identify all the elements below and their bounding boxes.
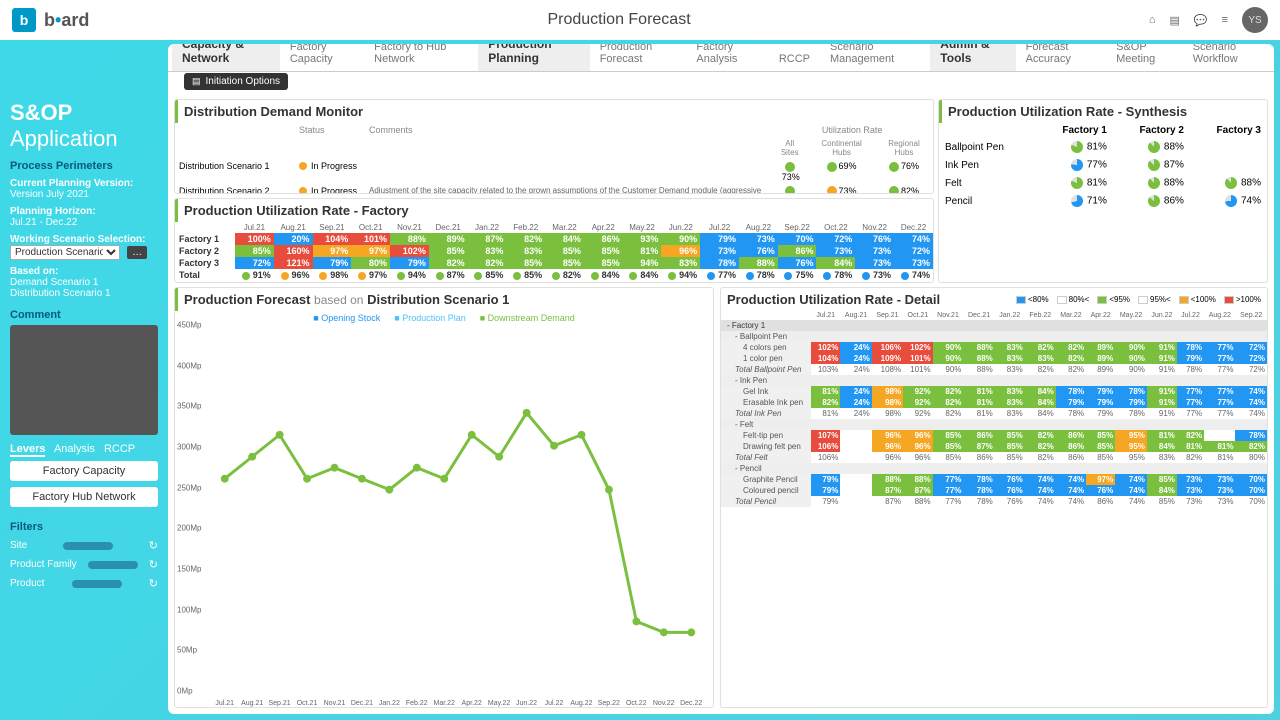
filter-product-slider[interactable] [72,580,122,588]
tab-group-admin[interactable]: Admin & Tools [930,44,1015,71]
fc-title-sub: based on [314,293,363,307]
fut-table: Jul.21Aug.21Sep.21Oct.21Nov.21Dec.21Jan.… [175,222,933,281]
app-title-bold: S&OP [10,100,72,125]
main-panel: Capacity & Network Factory Capacity Fact… [168,44,1274,714]
ddm-title: Distribution Demand Monitor [175,100,933,123]
perimeters-heading: Process Perimeters [10,160,158,172]
syn-table: Factory 1Factory 2Factory 3Ballpoint Pen… [939,123,1267,210]
chat-icon[interactable]: 💬 [1194,14,1208,27]
version-value: Version July 2021 [10,189,158,200]
det-table: Jul.21Aug.21Sep.21Oct.21Nov.21Dec.21Jan.… [721,311,1267,507]
tab-factory-analysis[interactable]: Factory Analysis [686,44,768,71]
sidebar: S&OP Application Process Perimeters Curr… [0,40,168,720]
basedon-label: Based on: [10,266,158,277]
filter-product-label: Product [10,578,44,589]
filter-product-refresh-icon[interactable]: ↻ [149,577,158,590]
filter-site: Site ↻ [10,539,158,552]
factory-utilization-panel: Production Utilization Rate - Factory Ju… [174,198,934,283]
basedon-2: Distribution Scenario 1 [10,288,158,299]
filter-site-slider[interactable] [63,542,113,550]
tab-scenario-mgmt[interactable]: Scenario Management [820,44,926,71]
factory-hub-network-button[interactable]: Factory Hub Network [10,487,158,507]
comment-heading: Comment [10,309,158,321]
lever-tab-levers[interactable]: Levers [10,443,45,457]
scenario-more-button[interactable]: … [127,246,147,259]
filter-family-slider[interactable] [88,561,138,569]
brand-square-icon: b [12,8,36,32]
tab-forecast-accuracy[interactable]: Forecast Accuracy [1016,44,1107,71]
tab-group-planning[interactable]: Production Planning [478,44,589,71]
distribution-demand-monitor-panel: Distribution Demand Monitor StatusCommen… [174,99,934,194]
brand-logo: b•ard [44,10,89,31]
top-bar: b b•ard Production Forecast ⌂ ▤ 💬 ≡ YS [0,0,1280,40]
horizon-value: Jul.21 - Dec.22 [10,217,158,228]
synthesis-panel: Production Utilization Rate - Synthesis … [938,99,1268,283]
tab-rccp[interactable]: RCCP [769,47,820,71]
tab-factory-capacity[interactable]: Factory Capacity [280,44,364,71]
fc-title: Production Forecast based on Distributio… [175,288,713,311]
tab-production-forecast[interactable]: Production Forecast [590,44,687,71]
scenario-label: Working Scenario Selection: [10,234,158,245]
ddm-table: StatusCommentsUtilization RateAll SitesC… [175,123,933,193]
user-avatar[interactable]: YS [1242,7,1268,33]
horizon-label: Planning Horizon: [10,206,158,217]
tab-scenario-workflow[interactable]: Scenario Workflow [1183,44,1274,71]
filter-site-label: Site [10,540,27,551]
production-forecast-panel: Production Forecast based on Distributio… [174,287,714,708]
fc-title-scenario: Distribution Scenario 1 [367,292,509,307]
tab-factory-hub[interactable]: Factory to Hub Network [364,44,474,71]
scenario-select-row: Production Scenario 1 … [10,245,158,260]
comment-box[interactable] [10,325,158,435]
scenario-select[interactable]: Production Scenario 1 [10,245,120,260]
det-legend: <80%80%<<95%95%<<100%>100% [1010,293,1267,306]
app-title-light: Application [10,126,118,151]
lever-tab-rccp[interactable]: RCCP [104,443,135,455]
data-icon[interactable]: ▤ [1169,14,1179,27]
menu-icon[interactable]: ≡ [1222,14,1228,26]
filter-family-label: Product Family [10,559,77,570]
tab-sop-meeting[interactable]: S&OP Meeting [1106,44,1183,71]
filters-heading: Filters [10,521,158,533]
filter-family-refresh-icon[interactable]: ↻ [149,558,158,571]
app-title: S&OP Application [10,100,158,152]
utilization-detail-panel: Production Utilization Rate - Detail <80… [720,287,1268,708]
filter-family: Product Family ↻ [10,558,158,571]
tab-group-capacity[interactable]: Capacity & Network [172,44,280,71]
main-tabs: Capacity & Network Factory Capacity Fact… [168,44,1274,72]
det-title: Production Utilization Rate - Detail [721,288,946,311]
filter-product: Product ↻ [10,577,158,590]
lever-tab-analysis[interactable]: Analysis [54,443,95,455]
version-label: Current Planning Version: [10,178,158,189]
forecast-chart: Opening StockProduction PlanDownstream D… [175,311,713,707]
basedon-1: Demand Scenario 1 [10,277,158,288]
initiation-options-button[interactable]: Initiation Options [184,73,288,90]
syn-title: Production Utilization Rate - Synthesis [939,100,1267,123]
home-icon[interactable]: ⌂ [1149,14,1156,26]
fut-title: Production Utilization Rate - Factory [175,199,933,222]
lever-tabs: Levers Analysis RCCP [10,443,158,455]
filter-site-refresh-icon[interactable]: ↻ [149,539,158,552]
page-title: Production Forecast [89,11,1148,29]
fc-title-main: Production Forecast [184,292,310,307]
factory-capacity-button[interactable]: Factory Capacity [10,461,158,481]
